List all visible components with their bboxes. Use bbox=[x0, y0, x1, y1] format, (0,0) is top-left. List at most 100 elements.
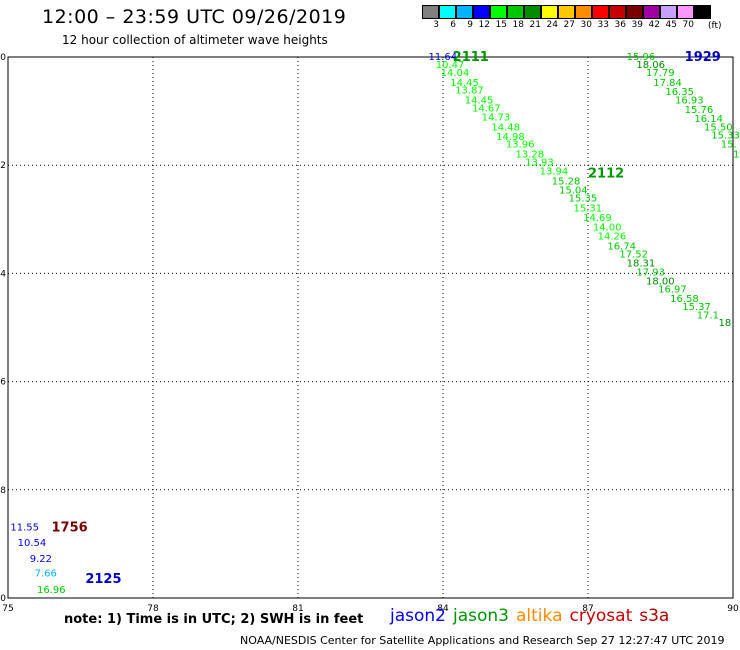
swh-data-label: 19.56 bbox=[47, 601, 76, 612]
swh-data-label: 14.69 bbox=[583, 213, 612, 224]
swh-data-label: 15.35 bbox=[569, 194, 598, 205]
satellite-jason3: jason3 bbox=[453, 606, 509, 626]
swh-data-label: 16.35 bbox=[665, 87, 694, 98]
legend-swatch bbox=[524, 5, 541, 19]
legend-swatch bbox=[575, 5, 592, 19]
swh-data-label: 14.48 bbox=[491, 122, 520, 133]
swh-data-label: 15.96 bbox=[627, 52, 656, 63]
legend-swatch bbox=[558, 5, 575, 19]
legend-swatches bbox=[422, 5, 711, 19]
legend-label: 6 bbox=[450, 20, 456, 30]
legend-unit: (ft) bbox=[708, 21, 722, 31]
swh-data-label: 18.06 bbox=[636, 60, 665, 71]
swh-data-label: 17.1 bbox=[697, 311, 719, 322]
swh-data-label: 13.28 bbox=[516, 149, 545, 160]
y-tick-label: -52 bbox=[0, 161, 6, 171]
pass-time-label: 1929 bbox=[685, 50, 721, 65]
swh-data-label: 11.55 bbox=[10, 523, 39, 534]
swh-data-label: 14.45 bbox=[465, 95, 494, 106]
x-tick-label: 90 bbox=[727, 604, 739, 614]
satellite-altika: altika bbox=[516, 606, 563, 626]
y-tick-label: -58 bbox=[0, 486, 6, 496]
legend-label: 12 bbox=[478, 20, 490, 30]
legend-labels: 3 6 9 12 15 18 21 24 27 30 33 36 39 42 45 70 bbox=[422, 20, 711, 30]
swh-data-label: 10.54 bbox=[18, 538, 47, 549]
swh-data-label: 18.00 bbox=[646, 277, 675, 288]
swh-data-label: 17.93 bbox=[636, 267, 665, 278]
swh-data-label: 10.47 bbox=[436, 60, 465, 71]
legend-label: 3 bbox=[433, 20, 439, 30]
swh-data-label: 14.04 bbox=[441, 68, 470, 79]
legend-label: 21 bbox=[529, 20, 541, 30]
legend-swatch bbox=[422, 5, 439, 19]
legend-swatch bbox=[694, 5, 711, 19]
x-tick-label: 84 bbox=[437, 604, 449, 614]
swh-data-label: 15.76 bbox=[685, 105, 714, 116]
x-tick-label: 78 bbox=[147, 604, 159, 614]
swh-data-label: 18.31 bbox=[627, 259, 656, 270]
legend-label: 24 bbox=[546, 20, 558, 30]
swh-data-label: 15.37 bbox=[682, 302, 711, 313]
footer-note: note: 1) Time is in UTC; 2) SWH is in fe… bbox=[64, 612, 364, 627]
legend-swatch bbox=[609, 5, 626, 19]
y-tick-label: -54 bbox=[0, 269, 6, 279]
data-layer: 11.6410.4714.0414.4513.8714.4514.6714.73… bbox=[10, 50, 740, 612]
swh-data-label: 16.14 bbox=[694, 114, 723, 125]
swh-data-label: 15. bbox=[721, 140, 737, 151]
swh-data-label: 13.93 bbox=[525, 157, 554, 168]
legend-swatch bbox=[677, 5, 694, 19]
legend-swatch bbox=[626, 5, 643, 19]
swh-data-label: 13.94 bbox=[540, 167, 569, 178]
legend-label: 33 bbox=[597, 20, 609, 30]
y-tick-label: -50 bbox=[0, 53, 6, 63]
plot-frame bbox=[7, 56, 734, 599]
legend-label: 42 bbox=[648, 20, 660, 30]
y-tick-label: -60 bbox=[0, 594, 6, 604]
pass-time-label: 2125 bbox=[85, 572, 121, 587]
satellite-cryosat: cryosat bbox=[569, 606, 633, 626]
legend-swatch bbox=[490, 5, 507, 19]
swh-data-label: 13.96 bbox=[506, 140, 535, 151]
legend-swatch bbox=[456, 5, 473, 19]
swh-data-label: 14.26 bbox=[598, 232, 627, 243]
swh-data-label: 7.66 bbox=[35, 569, 57, 580]
swh-data-label: 15.33 bbox=[711, 130, 740, 141]
swh-data-label: 16.93 bbox=[675, 95, 704, 106]
legend-label: 18 bbox=[512, 20, 524, 30]
swh-data-label: 13.87 bbox=[455, 86, 484, 97]
swh-data-label: 14.00 bbox=[593, 222, 622, 233]
color-legend: 3 6 9 12 15 18 21 24 27 30 33 36 39 42 45 70 (ft) bbox=[422, 5, 722, 31]
chart-subtitle: 12 hour collection of altimeter wave hei… bbox=[62, 33, 328, 47]
legend-swatch bbox=[643, 5, 660, 19]
satellite-legend: jason2 jason3 altika cryosat s3a bbox=[390, 606, 676, 626]
legend-label: 70 bbox=[682, 20, 694, 30]
swh-data-label: 9.22 bbox=[30, 554, 52, 565]
swh-data-label: 18 bbox=[719, 318, 732, 329]
swh-data-label: 15.50 bbox=[704, 122, 733, 133]
legend-swatch bbox=[592, 5, 609, 19]
swh-data-label: 16.58 bbox=[670, 294, 699, 305]
swh-data-label: 15.31 bbox=[574, 203, 603, 214]
pass-time-label: 1756 bbox=[52, 521, 88, 536]
chart-title: 12:00 – 23:59 UTC 09/26/2019 bbox=[42, 6, 347, 28]
swh-data-label: 17.52 bbox=[619, 249, 648, 260]
legend-label: 45 bbox=[665, 20, 677, 30]
legend-swatch bbox=[473, 5, 490, 19]
legend-label: 30 bbox=[580, 20, 592, 30]
legend-label: 27 bbox=[563, 20, 575, 30]
footer-credit: NOAA/NESDIS Center for Satellite Applica… bbox=[240, 634, 725, 647]
swh-data-label: 15.28 bbox=[552, 176, 581, 187]
swh-data-label: 14.98 bbox=[496, 132, 525, 143]
legend-label: 36 bbox=[614, 20, 626, 30]
swh-data-label: 14.67 bbox=[472, 103, 501, 114]
x-tick-label: 81 bbox=[292, 604, 303, 614]
swh-data-label: 16.74 bbox=[607, 241, 636, 252]
legend-swatch bbox=[541, 5, 558, 19]
swh-data-label: 16.96 bbox=[37, 585, 66, 596]
swh-data-label: 17.84 bbox=[653, 78, 682, 89]
swh-data-label: 1 bbox=[733, 149, 739, 160]
legend-label: 9 bbox=[467, 20, 473, 30]
legend-label: 15 bbox=[495, 20, 507, 30]
swh-data-label: 14.45 bbox=[450, 78, 479, 89]
x-tick-label: 87 bbox=[582, 604, 593, 614]
